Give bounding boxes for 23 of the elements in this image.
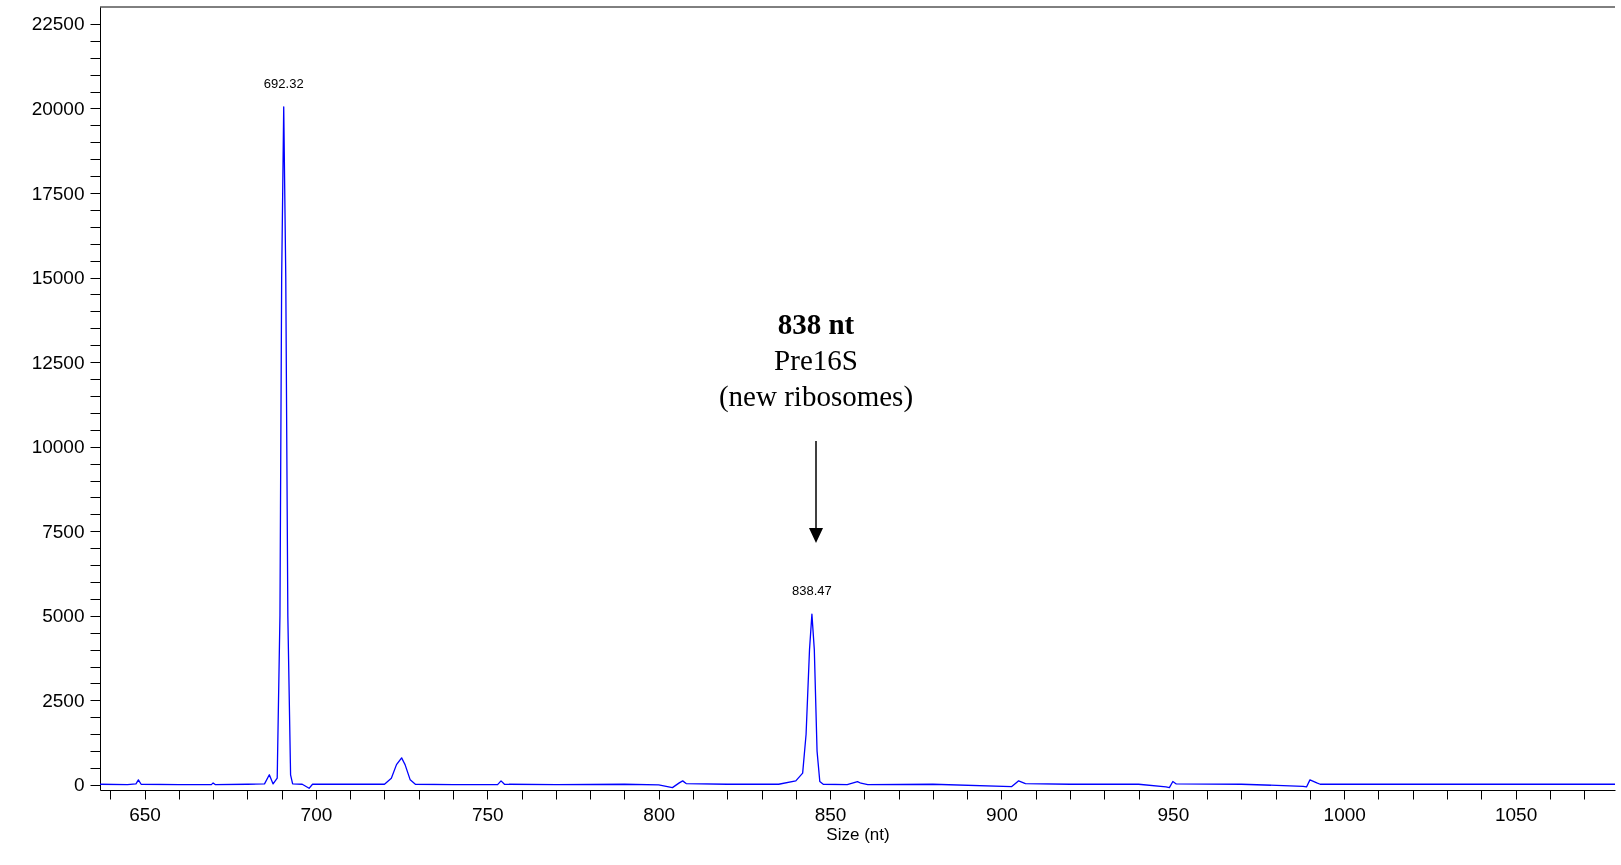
y-tick-label: 7500 — [42, 520, 85, 542]
y-tick-label: 2500 — [42, 689, 85, 711]
y-tick-label: 5000 — [42, 605, 85, 627]
x-tick-label: 850 — [814, 803, 847, 825]
x-tick-label: 650 — [129, 803, 161, 825]
y-tick-label: 22500 — [31, 13, 85, 35]
x-tick-label: 900 — [986, 803, 1018, 825]
annotation: 692.32 — [263, 75, 304, 91]
x-tick-label: 700 — [300, 803, 333, 825]
x-tick-label: 800 — [643, 803, 676, 825]
y-tick-label: 15000 — [31, 267, 85, 289]
x-axis-title: Size (nt) — [826, 824, 890, 844]
y-tick-label: 12500 — [31, 351, 85, 373]
annotation: 838 nt Pre16S (new ribosomes) — [718, 308, 914, 413]
x-tick-label: 1000 — [1323, 803, 1366, 825]
y-tick-label: 17500 — [31, 182, 85, 204]
y-tick-label: 10000 — [31, 436, 85, 458]
annotation: 838.47 — [792, 583, 832, 599]
x-tick-label: 950 — [1157, 803, 1190, 825]
y-tick-label: 0 — [73, 774, 85, 796]
x-tick-label: 1050 — [1494, 803, 1538, 825]
x-tick-label: 750 — [471, 803, 504, 825]
y-tick-label: 20000 — [31, 97, 85, 119]
